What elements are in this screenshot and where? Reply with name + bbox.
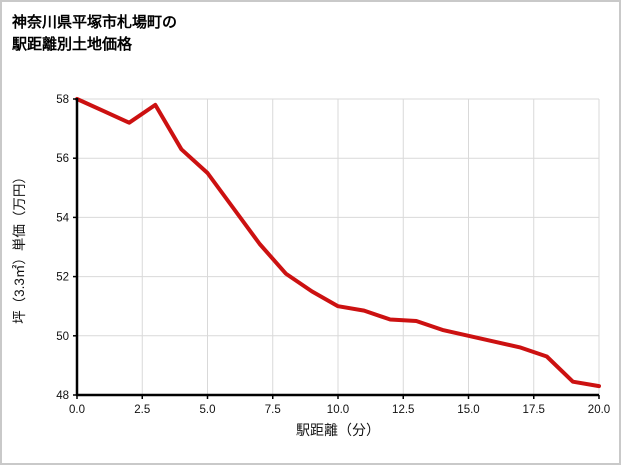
x-tick-label: 2.5: [134, 404, 150, 416]
x-tick-label: 5.0: [200, 404, 216, 416]
y-axis-label: 坪（3.3㎡）単価（万円）: [12, 170, 27, 324]
y-tick-label: 58: [56, 94, 69, 106]
y-tick-label: 48: [56, 390, 69, 402]
y-tick-label: 54: [56, 212, 69, 224]
x-tick-label: 15.0: [457, 404, 479, 416]
y-tick-label: 52: [56, 272, 69, 284]
chart-title-line1: 神奈川県平塚市札場町の: [12, 14, 178, 31]
y-tick-label: 50: [56, 331, 69, 343]
x-axis-label: 駅距離（分）: [296, 422, 380, 438]
x-tick-label: 12.5: [392, 404, 414, 416]
chart-title: 神奈川県平塚市札場町の 駅距離別土地価格: [12, 12, 177, 56]
chart-title-line2: 駅距離別土地価格: [12, 36, 133, 53]
x-tick-label: 10.0: [327, 404, 349, 416]
y-tick-label: 56: [56, 153, 69, 165]
price-line-series: [75, 97, 601, 389]
x-tick-label: 20.0: [588, 404, 610, 416]
x-tick-label: 0.0: [69, 404, 85, 416]
x-tick-label: 7.5: [265, 404, 281, 416]
x-tick-label: 17.5: [523, 404, 545, 416]
